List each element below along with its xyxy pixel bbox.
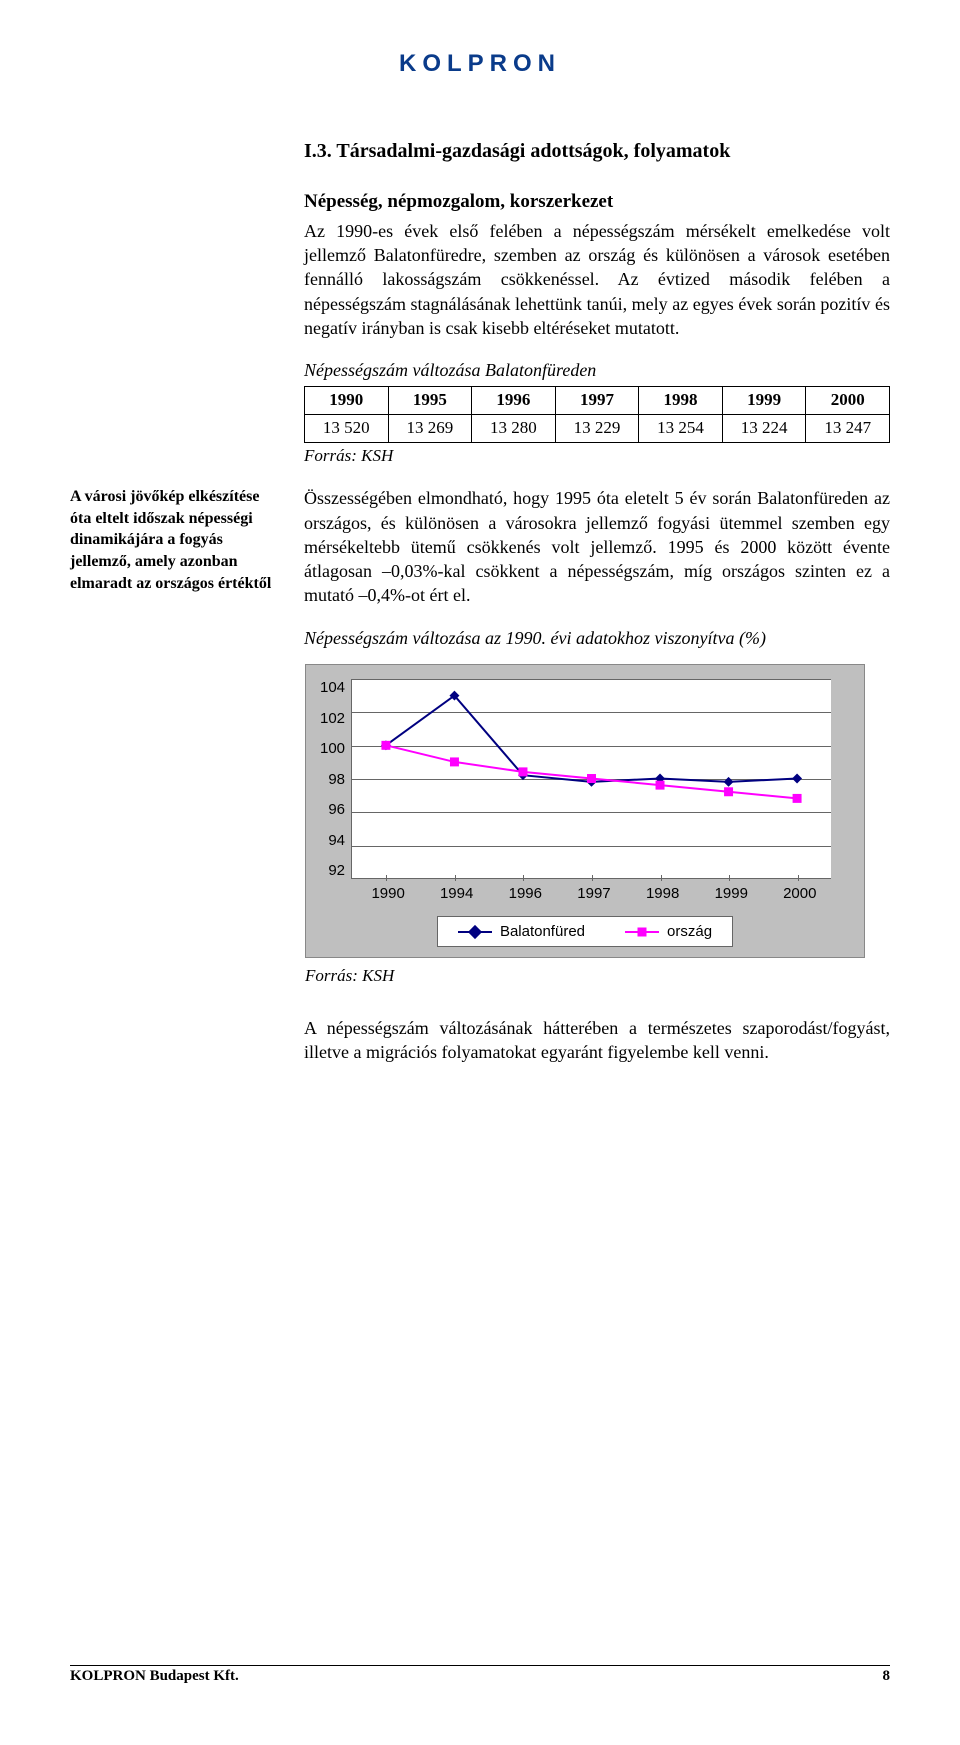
- chart-frame: 104 102 100 98 96 94 92 1990199419961997199819…: [305, 664, 865, 958]
- x-tick-label: 1997: [560, 885, 629, 902]
- th: 1998: [639, 387, 723, 415]
- section-heading: I.3. Társadalmi-gazdasági adottságok, fo…: [304, 138, 890, 165]
- chart-x-axis-labels: 1990199419961997199819992000: [354, 885, 834, 902]
- table-caption: Népességszám változása Balatonfüreden: [304, 358, 890, 382]
- x-tick-label: 1998: [628, 885, 697, 902]
- para2-row: A városi jövőkép elkészítése óta eltelt …: [70, 486, 890, 664]
- intro-main: I.3. Társadalmi-gazdasági adottságok, fo…: [304, 108, 890, 486]
- footer-company: KOLPRON Budapest Kft.: [70, 1668, 239, 1685]
- legend-item: Balatonfüred: [458, 923, 585, 940]
- td: 13 254: [639, 415, 723, 443]
- y-tick-label: 92: [320, 862, 345, 879]
- th: 1990: [305, 387, 389, 415]
- y-tick-label: 94: [320, 832, 345, 849]
- x-tick-label: 1996: [491, 885, 560, 902]
- y-tick-label: 96: [320, 801, 345, 818]
- document-page: KOLPRON I.3. Társadalmi-gazdasági adotts…: [0, 0, 960, 1143]
- th: 1999: [722, 387, 806, 415]
- th: 1996: [472, 387, 556, 415]
- para3-main: A népességszám változásának hátterében a…: [304, 1016, 890, 1083]
- paragraph-2: Összességében elmondható, hogy 1995 óta …: [304, 486, 890, 607]
- table-row: 13 520 13 269 13 280 13 229 13 254 13 22…: [305, 415, 890, 443]
- legend-label: Balatonfüred: [500, 923, 585, 940]
- brand-logo: KOLPRON: [70, 50, 890, 78]
- para2-main: Összességében elmondható, hogy 1995 óta …: [304, 486, 890, 664]
- x-tick-label: 1999: [697, 885, 766, 902]
- table-header-row: 1990 1995 1996 1997 1998 1999 2000: [305, 387, 890, 415]
- chart-legend: Balatonfüred ország: [437, 916, 733, 947]
- side-note-placeholder: [70, 108, 280, 486]
- x-tick-label: 1994: [422, 885, 491, 902]
- para3-row: A népességszám változásának hátterében a…: [70, 1016, 890, 1083]
- chart-container: 104 102 100 98 96 94 92 1990199419961997199819…: [305, 664, 890, 986]
- intro-row: I.3. Társadalmi-gazdasági adottságok, fo…: [70, 108, 890, 486]
- td: 13 280: [472, 415, 556, 443]
- side-note: A városi jövőkép elkészítése óta eltelt …: [70, 486, 280, 664]
- x-tick-label: 2000: [766, 885, 834, 902]
- td: 13 247: [806, 415, 890, 443]
- chart-caption: Népességszám változása az 1990. évi adat…: [304, 626, 890, 650]
- x-tick-label: 1990: [354, 885, 422, 902]
- paragraph-1: Az 1990-es évek első felében a népességs…: [304, 219, 890, 340]
- y-tick-label: 102: [320, 710, 345, 727]
- chart-source: Forrás: KSH: [305, 966, 890, 986]
- page-footer: KOLPRON Budapest Kft. 8: [70, 1665, 890, 1685]
- legend-item: ország: [625, 923, 712, 940]
- chart-plot-area: [351, 679, 831, 879]
- table-source: Forrás: KSH: [304, 445, 890, 468]
- legend-label: ország: [667, 923, 712, 940]
- td: 13 224: [722, 415, 806, 443]
- paragraph-3: A népességszám változásának hátterében a…: [304, 1016, 890, 1065]
- subheading: Népesség, népmozgalom, korszerkezet: [304, 189, 890, 215]
- y-tick-label: 100: [320, 740, 345, 757]
- th: 2000: [806, 387, 890, 415]
- chart-plot-row: 104 102 100 98 96 94 92: [320, 679, 850, 879]
- td: 13 229: [555, 415, 639, 443]
- y-tick-label: 98: [320, 771, 345, 788]
- td: 13 520: [305, 415, 389, 443]
- side-note-placeholder-2: [70, 1016, 280, 1083]
- population-table: 1990 1995 1996 1997 1998 1999 2000 13 52…: [304, 386, 890, 443]
- td: 13 269: [388, 415, 472, 443]
- chart-y-axis-labels: 104 102 100 98 96 94 92: [320, 679, 351, 879]
- y-tick-label: 104: [320, 679, 345, 696]
- th: 1997: [555, 387, 639, 415]
- th: 1995: [388, 387, 472, 415]
- footer-page-number: 8: [883, 1668, 891, 1685]
